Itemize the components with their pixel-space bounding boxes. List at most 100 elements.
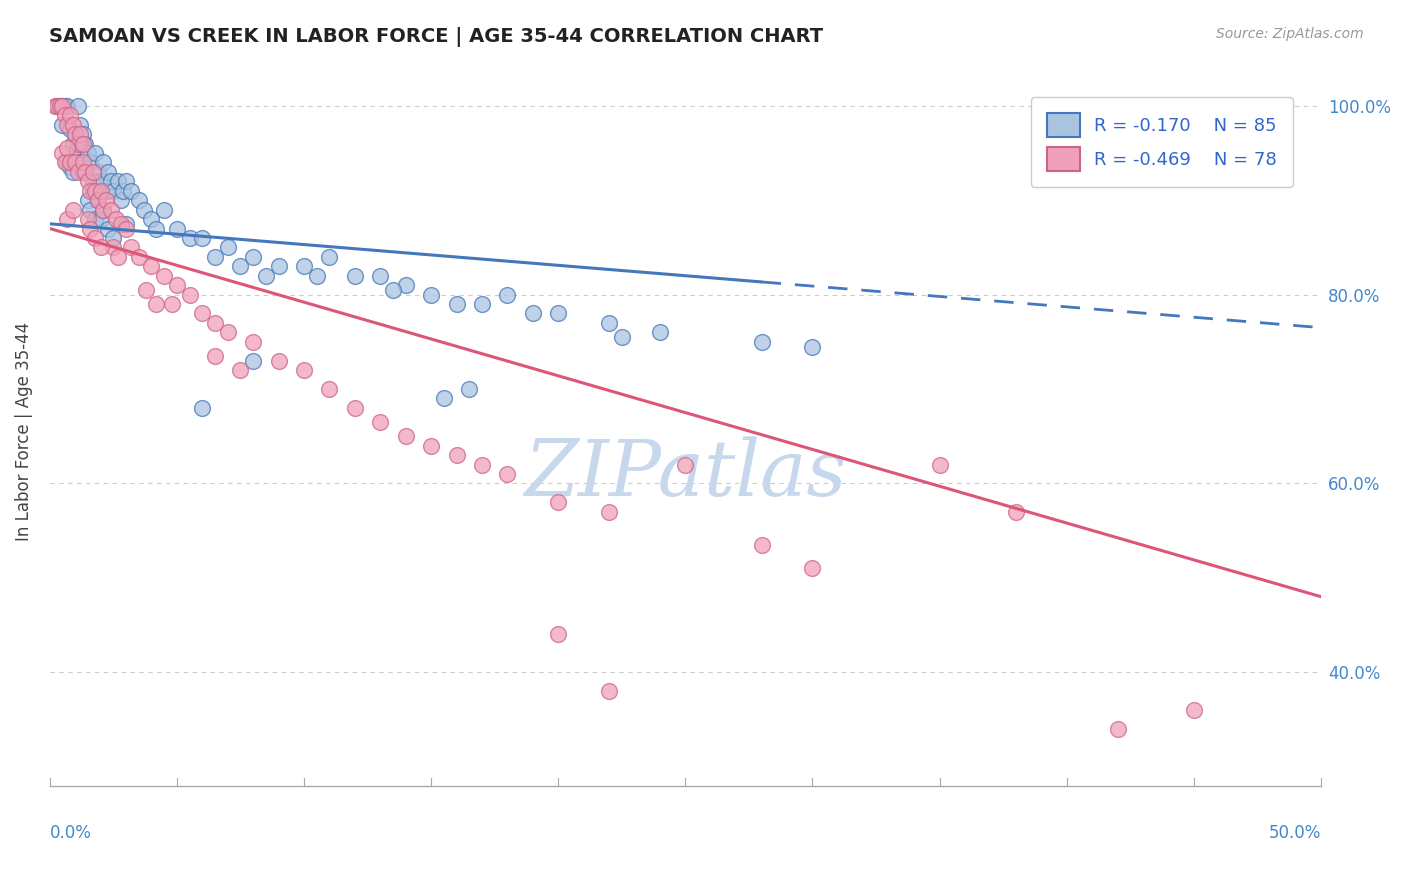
Point bbox=[153, 268, 176, 283]
Point bbox=[420, 439, 443, 453]
Point bbox=[51, 145, 73, 160]
Point bbox=[66, 99, 89, 113]
Point bbox=[79, 155, 101, 169]
Point bbox=[76, 193, 98, 207]
Point bbox=[94, 184, 117, 198]
Point bbox=[72, 165, 94, 179]
Point bbox=[179, 231, 201, 245]
Point bbox=[69, 118, 91, 132]
Point bbox=[44, 99, 66, 113]
Point bbox=[191, 401, 214, 415]
Point bbox=[598, 505, 620, 519]
Point bbox=[928, 458, 950, 472]
Point bbox=[89, 240, 111, 254]
Point bbox=[292, 260, 315, 274]
Point bbox=[63, 145, 86, 160]
Point bbox=[204, 250, 226, 264]
Point bbox=[305, 268, 328, 283]
Point bbox=[471, 297, 494, 311]
Point bbox=[107, 250, 129, 264]
Point bbox=[53, 155, 76, 169]
Point bbox=[66, 165, 89, 179]
Point bbox=[110, 193, 132, 207]
Y-axis label: In Labor Force | Age 35-44: In Labor Force | Age 35-44 bbox=[15, 322, 32, 541]
Point bbox=[104, 212, 127, 227]
Point bbox=[446, 448, 468, 462]
Point bbox=[751, 334, 773, 349]
Point bbox=[179, 287, 201, 301]
Point bbox=[97, 165, 120, 179]
Point bbox=[82, 165, 104, 179]
Point bbox=[56, 212, 79, 227]
Point bbox=[292, 363, 315, 377]
Point bbox=[56, 118, 79, 132]
Point bbox=[135, 283, 157, 297]
Point bbox=[433, 392, 456, 406]
Point bbox=[395, 278, 418, 293]
Point bbox=[103, 184, 125, 198]
Point bbox=[49, 99, 72, 113]
Point bbox=[87, 193, 110, 207]
Point bbox=[46, 99, 69, 113]
Point bbox=[91, 155, 114, 169]
Point bbox=[610, 330, 633, 344]
Point bbox=[66, 136, 89, 151]
Point bbox=[94, 193, 117, 207]
Point bbox=[89, 174, 111, 188]
Text: SAMOAN VS CREEK IN LABOR FORCE | AGE 35-44 CORRELATION CHART: SAMOAN VS CREEK IN LABOR FORCE | AGE 35-… bbox=[49, 27, 824, 46]
Point bbox=[53, 108, 76, 122]
Point bbox=[217, 326, 239, 340]
Point bbox=[242, 334, 264, 349]
Point bbox=[166, 278, 188, 293]
Point bbox=[51, 118, 73, 132]
Point bbox=[62, 202, 84, 217]
Point bbox=[59, 160, 82, 174]
Point bbox=[51, 99, 73, 113]
Point bbox=[79, 221, 101, 235]
Point bbox=[91, 202, 114, 217]
Point bbox=[673, 458, 696, 472]
Point bbox=[1182, 703, 1205, 717]
Point bbox=[53, 99, 76, 113]
Point bbox=[87, 193, 110, 207]
Point bbox=[547, 306, 569, 320]
Text: 0.0%: 0.0% bbox=[49, 824, 91, 842]
Legend: R = -0.170    N = 85, R = -0.469    N = 78: R = -0.170 N = 85, R = -0.469 N = 78 bbox=[1031, 97, 1294, 186]
Point bbox=[59, 108, 82, 122]
Point bbox=[115, 174, 138, 188]
Point bbox=[598, 684, 620, 698]
Point bbox=[204, 316, 226, 330]
Point bbox=[522, 306, 544, 320]
Point bbox=[318, 382, 340, 396]
Point bbox=[87, 165, 110, 179]
Point bbox=[395, 429, 418, 443]
Point bbox=[120, 240, 142, 254]
Point bbox=[318, 250, 340, 264]
Point bbox=[381, 283, 404, 297]
Point bbox=[76, 145, 98, 160]
Point bbox=[598, 316, 620, 330]
Point bbox=[153, 202, 176, 217]
Point bbox=[191, 306, 214, 320]
Point bbox=[84, 184, 107, 198]
Point bbox=[75, 136, 97, 151]
Point bbox=[63, 127, 86, 141]
Text: 50.0%: 50.0% bbox=[1268, 824, 1322, 842]
Point bbox=[145, 221, 167, 235]
Point bbox=[89, 184, 111, 198]
Point bbox=[51, 99, 73, 113]
Point bbox=[103, 240, 125, 254]
Point bbox=[46, 99, 69, 113]
Point bbox=[166, 221, 188, 235]
Point bbox=[254, 268, 277, 283]
Point bbox=[72, 127, 94, 141]
Point bbox=[79, 184, 101, 198]
Point bbox=[801, 561, 824, 575]
Point bbox=[648, 326, 671, 340]
Point bbox=[120, 184, 142, 198]
Point bbox=[128, 250, 150, 264]
Point bbox=[496, 467, 519, 481]
Point bbox=[84, 231, 107, 245]
Point bbox=[69, 136, 91, 151]
Point bbox=[110, 217, 132, 231]
